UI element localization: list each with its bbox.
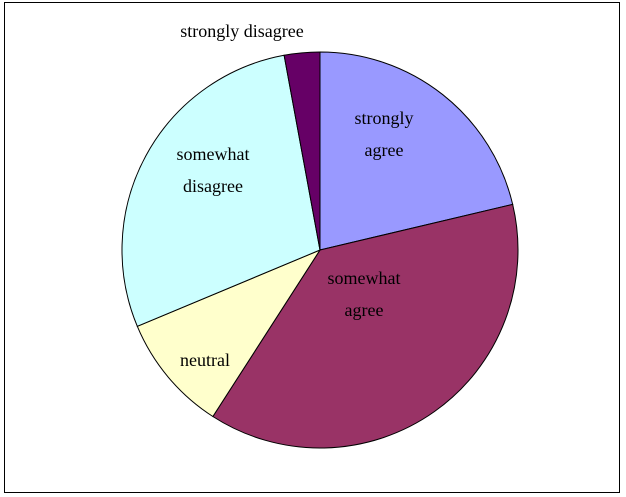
slice-neutral (136, 248, 322, 418)
label-strongly-agree: strongly agree (354, 108, 413, 160)
slice-strongly-agree (319, 51, 514, 251)
label-somewhat-agree: somewhat agree (328, 268, 401, 320)
label-strongly-disagree: strongly disagree (180, 21, 303, 41)
slice-strongly-disagree (283, 51, 321, 251)
label-somewhat-disagree: somewhat disagree (177, 144, 250, 196)
label-neutral: neutral (180, 350, 230, 370)
slice-somewhat-agree (212, 203, 519, 449)
slice-somewhat-disagree (121, 54, 321, 328)
